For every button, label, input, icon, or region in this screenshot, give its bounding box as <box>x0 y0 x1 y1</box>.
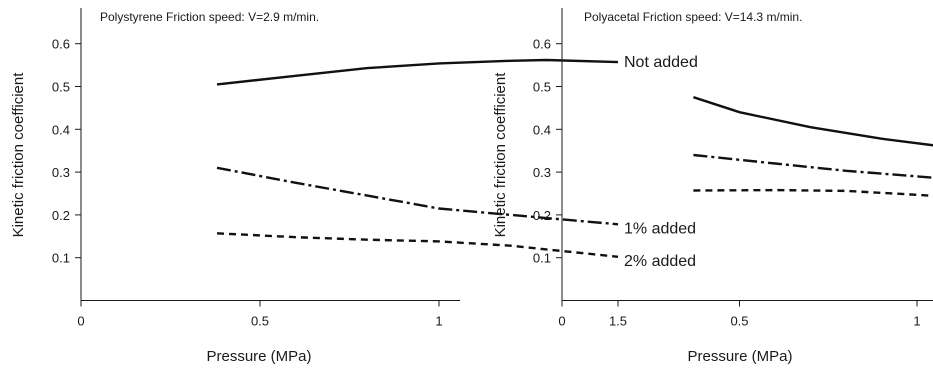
series-line-2-added <box>216 232 619 258</box>
series-line-0-6-added <box>693 153 933 179</box>
y-tick-label: 0.3 <box>52 165 70 180</box>
x-tick-label: 1.5 <box>609 314 627 329</box>
chart-caption: Polystyrene Friction speed: V=2.9 m/min. <box>100 10 319 24</box>
x-tick-label: 0 <box>77 314 84 329</box>
x-tick-label: 1 <box>435 314 442 329</box>
panel-polyacetal: Polyacetal Friction speed: V=14.3 m/min.… <box>492 8 933 365</box>
series-line-not-added <box>216 58 619 86</box>
y-tick-label: 0.6 <box>52 37 70 52</box>
series-label: 2% added <box>624 253 696 270</box>
series-line-1-2-added <box>693 188 933 198</box>
y-tick-label: 0.3 <box>533 165 551 180</box>
x-tick-label: 0.5 <box>730 314 748 329</box>
y-axis-title: Kinetic friction coefficient <box>10 72 27 238</box>
series-line-1-added <box>216 166 619 226</box>
x-tick-label: 0 <box>558 314 565 329</box>
y-tick-label: 0.4 <box>52 122 70 137</box>
y-axis-title: Kinetic friction coefficient <box>492 72 509 238</box>
y-tick-label: 0.1 <box>52 251 70 266</box>
series-label: Not added <box>624 54 698 71</box>
x-tick-label: 0.5 <box>251 314 269 329</box>
plot-area: 0.1 0.2 0.3 0.4 0.5 0.6 0 0.5 1 1.5 Not added 1% ad… <box>52 8 698 329</box>
y-tick-label: 0.2 <box>52 208 70 223</box>
y-tick-label: 0.5 <box>533 80 551 95</box>
x-tick-label: 1 <box>913 314 920 329</box>
panel-polystyrene: Polystyrene Friction speed: V=2.9 m/min.… <box>10 8 698 365</box>
y-tick-label: 0.2 <box>533 208 551 223</box>
x-axis-title: Pressure (MPa) <box>206 348 311 365</box>
y-tick-label: 0.5 <box>52 80 70 95</box>
x-axis-title: Pressure (MPa) <box>687 348 792 365</box>
y-tick-label: 0.6 <box>533 37 551 52</box>
series-label: 1% added <box>624 220 696 237</box>
y-tick-label: 0.1 <box>533 251 551 266</box>
series-line-not-added <box>693 96 933 147</box>
y-tick-label: 0.4 <box>533 122 551 137</box>
chart-caption: Polyacetal Friction speed: V=14.3 m/min. <box>584 10 802 24</box>
